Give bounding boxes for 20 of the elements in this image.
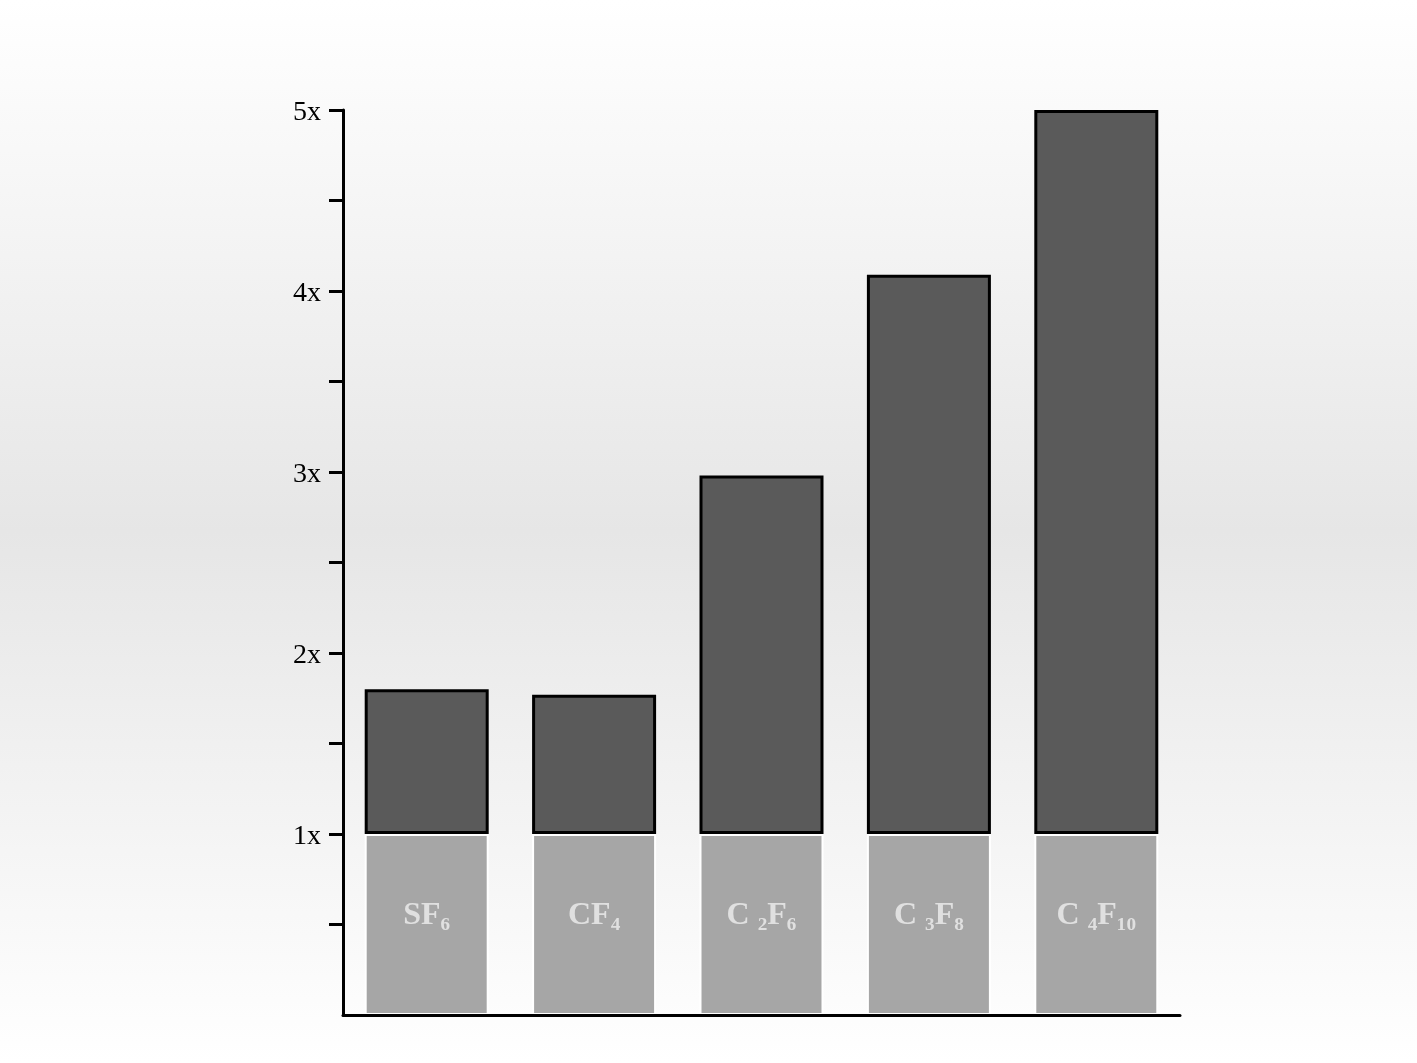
- bar: [364, 689, 489, 834]
- x-tick-label: CF₄: [567, 895, 621, 931]
- y-tick-label: 5x: [293, 94, 321, 126]
- bar: [364, 834, 489, 1015]
- bar: [866, 834, 991, 1015]
- x-tick-label: SF₆: [403, 895, 451, 931]
- y-tick-label: 3x: [293, 456, 321, 488]
- y-tick-label: 1x: [293, 818, 321, 850]
- bar: [699, 834, 824, 1015]
- bar: [1034, 110, 1159, 834]
- x-tick-label: C ₄F₁₀: [1056, 895, 1137, 931]
- x-tick-label: C ₃F₈: [893, 895, 964, 931]
- bar: [866, 274, 991, 834]
- bar: [699, 475, 824, 834]
- y-tick-label: 2x: [293, 637, 321, 669]
- bar: [532, 694, 657, 834]
- bar: [532, 834, 657, 1015]
- x-tick-label: C ₂F₆: [726, 895, 797, 931]
- y-tick-label: 4x: [293, 275, 321, 307]
- bar: [1034, 834, 1159, 1015]
